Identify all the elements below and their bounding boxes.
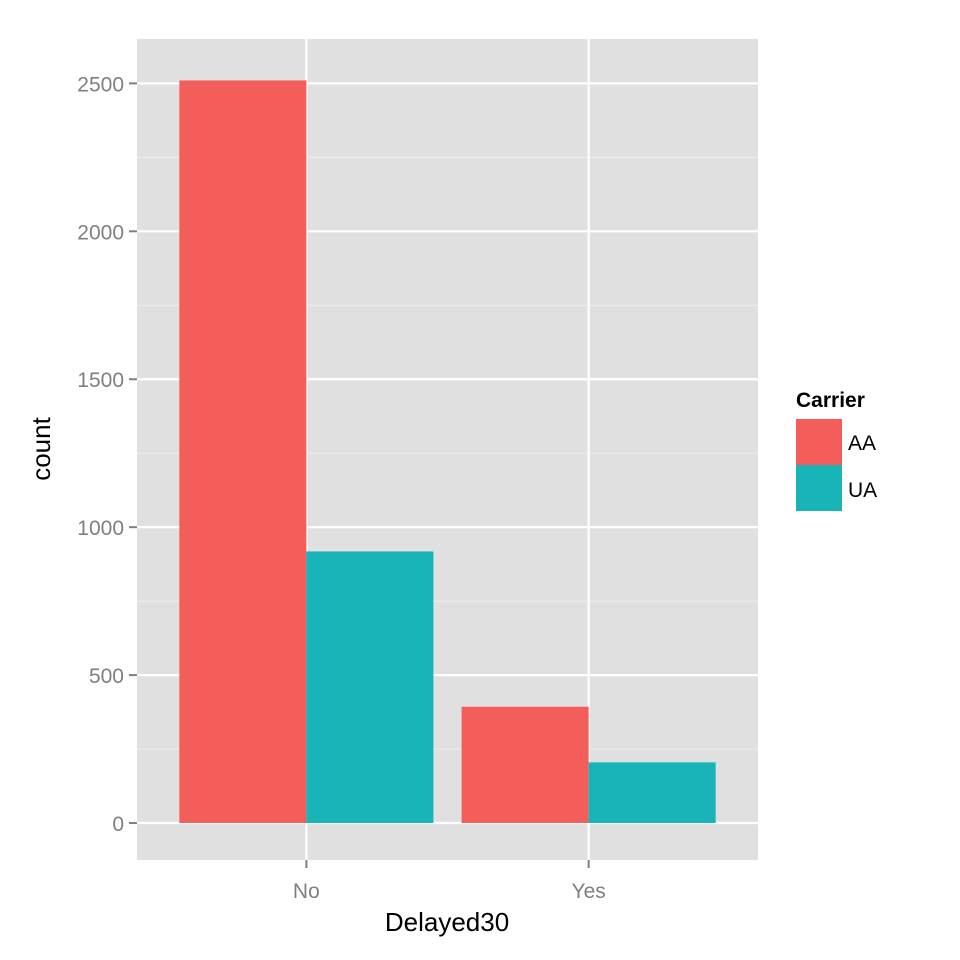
x-tick-label: No: [293, 880, 320, 903]
bar-ua-no: [306, 551, 434, 824]
legend-label-ua: UA: [848, 479, 877, 502]
legend-label-aa: AA: [848, 432, 876, 455]
bar-ua-yes: [588, 762, 716, 824]
x-axis: No Yes: [293, 860, 606, 903]
y-axis: 0 500 1000 1500 2000 2500: [77, 73, 137, 836]
y-tick-label: 2000: [77, 221, 124, 244]
bars: [179, 80, 716, 824]
y-tick-label: 1000: [77, 517, 124, 540]
y-axis-title: count: [26, 416, 56, 480]
bar-aa-no: [179, 80, 307, 824]
x-tick-label: Yes: [572, 880, 606, 903]
legend-key-ua: [796, 465, 842, 511]
x-axis-title: Delayed30: [385, 907, 509, 937]
y-tick-label: 500: [89, 665, 124, 688]
legend-key-aa: [796, 419, 842, 465]
y-tick-label: 2500: [77, 73, 124, 96]
y-tick-label: 1500: [77, 369, 124, 392]
bar-aa-yes: [461, 706, 589, 824]
legend: Carrier AA UA: [796, 389, 877, 511]
legend-title: Carrier: [796, 389, 865, 412]
y-tick-label: 0: [112, 813, 124, 836]
